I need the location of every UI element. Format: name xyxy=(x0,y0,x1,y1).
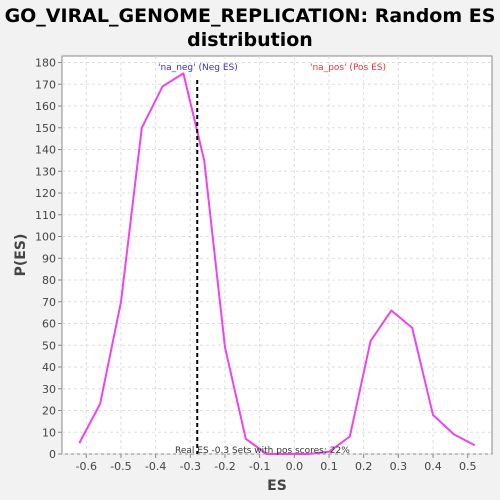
x-tick-label: -0.3 xyxy=(180,460,201,473)
y-tick-label: 110 xyxy=(35,209,56,222)
x-tick-label: 0.5 xyxy=(459,460,477,473)
neg-es-annotation: 'na_neg' (Neg ES) xyxy=(158,63,238,73)
x-tick-label: -0.5 xyxy=(110,460,131,473)
y-tick-label: 180 xyxy=(35,57,56,70)
y-tick-label: 170 xyxy=(35,78,56,91)
y-tick-label: 20 xyxy=(42,405,56,418)
x-tick-label: 0.4 xyxy=(424,460,442,473)
x-tick-label: -0.4 xyxy=(145,460,166,473)
x-tick-label: -0.2 xyxy=(214,460,235,473)
x-tick-label: 0.1 xyxy=(320,460,338,473)
x-tick-label: 0.0 xyxy=(286,460,304,473)
x-axis-label: ES xyxy=(267,478,287,494)
x-axis-ticks: -0.6 -0.5 -0.4 -0.3 -0.2 -0.1 0.0 0.1 0.2 0.3 0.4 0… xyxy=(76,454,477,473)
y-axis-label: P(ES) xyxy=(13,234,29,277)
chart-title-line1: GO_VIRAL_GENOME_REPLICATION: Random ES xyxy=(5,5,496,27)
y-tick-label: 70 xyxy=(42,296,56,309)
x-tick-label: 0.2 xyxy=(355,460,373,473)
y-tick-label: 60 xyxy=(42,318,56,331)
chart-title-line2: distribution xyxy=(187,29,313,51)
y-tick-label: 50 xyxy=(42,339,56,352)
y-tick-label: 90 xyxy=(42,252,56,265)
y-tick-label: 10 xyxy=(42,426,56,439)
y-tick-label: 30 xyxy=(42,383,56,396)
x-tick-label: -0.6 xyxy=(76,460,97,473)
y-tick-label: 160 xyxy=(35,100,56,113)
y-tick-label: 40 xyxy=(42,361,56,374)
pos-es-annotation: 'na_pos' (Pos ES) xyxy=(310,63,386,73)
x-tick-label: 0.3 xyxy=(390,460,408,473)
y-tick-label: 0 xyxy=(49,448,56,461)
y-axis-ticks: 0 10 20 30 40 50 60 70 80 90 100 110 120 130 140 150 160… xyxy=(35,57,62,461)
x-tick-label: -0.1 xyxy=(249,460,270,473)
y-tick-label: 130 xyxy=(35,165,56,178)
y-tick-label: 80 xyxy=(42,274,56,287)
y-tick-label: 150 xyxy=(35,122,56,135)
y-tick-label: 120 xyxy=(35,187,56,200)
real-es-footer: Real ES -0.3 Sets with pos scores: 22% xyxy=(175,446,350,456)
y-tick-label: 100 xyxy=(35,231,56,244)
y-tick-label: 140 xyxy=(35,144,56,157)
